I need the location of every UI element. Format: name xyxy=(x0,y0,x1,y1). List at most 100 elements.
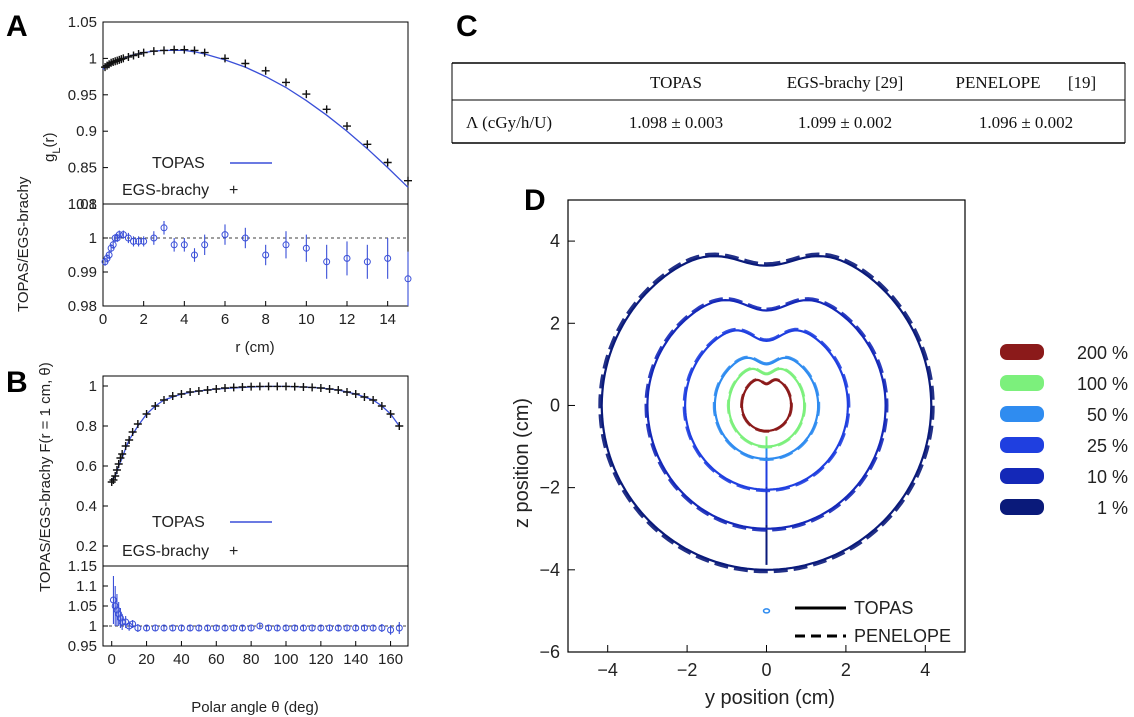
a-top-point xyxy=(124,52,133,61)
b-top-point xyxy=(121,442,130,450)
b-top-ytick-label: 0.8 xyxy=(76,418,97,435)
a-legend-egs-label: EGS-brachy xyxy=(122,182,209,199)
b-top-point xyxy=(325,385,334,393)
a-bottom-point xyxy=(103,254,111,262)
b-bottom-point xyxy=(221,624,229,632)
b-bottom-point xyxy=(134,624,142,632)
b-bottom-point xyxy=(177,624,185,632)
b-bottom-frame xyxy=(102,565,409,647)
a-bottom-point xyxy=(343,254,351,262)
b-top-point xyxy=(343,388,351,396)
b-top-point xyxy=(125,436,134,444)
d-contour-penelope-1 xyxy=(598,252,935,574)
b-top-point xyxy=(290,382,299,391)
a-top-marks xyxy=(101,45,412,188)
a-bottom-xtick-label: 0 xyxy=(99,311,107,328)
d-contour-topas-200 xyxy=(740,378,793,432)
d-legend-swatch xyxy=(1000,375,1044,391)
b-bottom-point xyxy=(326,624,334,632)
a-top-frame xyxy=(102,21,409,205)
b-bottom-xtick-label: 60 xyxy=(208,651,225,668)
b-bottom-point xyxy=(143,624,151,632)
table-header-topas: TOPAS xyxy=(650,73,702,92)
d-xtick-label: 0 xyxy=(761,660,771,680)
d-legend-label: 25 % xyxy=(1087,436,1128,456)
d-xtick-label: −4 xyxy=(597,660,618,680)
d-ytick-label: −2 xyxy=(539,478,560,498)
a-bottom-point xyxy=(101,258,109,266)
a-bottom-ticks: 1.01 1 0.99 0.980 2 4 6 8 10 12 14 xyxy=(68,196,396,328)
a-top-point xyxy=(221,54,229,63)
a-top-ytick-label: 0.9 xyxy=(76,123,97,140)
a-top-point xyxy=(363,140,372,149)
d-legend-label: 10 % xyxy=(1087,467,1128,487)
b-bottom-point xyxy=(151,624,159,632)
a-top-point xyxy=(241,59,250,68)
b-top-marks xyxy=(107,382,404,486)
a-top-point xyxy=(190,46,199,55)
a-bottom-point xyxy=(404,275,412,283)
b-bottom-marks xyxy=(103,576,408,635)
b-top-point xyxy=(238,383,247,391)
b-top-point xyxy=(168,392,177,400)
a-top-point xyxy=(404,176,412,185)
a-bottom-point xyxy=(107,244,115,252)
b-bottom-xtick-label: 20 xyxy=(138,651,155,668)
d-contour-topas-100 xyxy=(727,367,806,448)
b-bottom-xtick-label: 100 xyxy=(273,651,298,668)
a-bottom-xtick-label: 2 xyxy=(139,311,147,328)
table-value-penelope: 1.096 ± 0.002 xyxy=(979,113,1073,132)
d-ticks: −4 −2 0 2 4 4 2 0 −2 −4 −6 xyxy=(539,231,930,680)
a-top-ticks: 1.05 1 0.95 0.9 0.85 0.8 xyxy=(68,14,108,213)
b-bottom-ytick-label: 1.1 xyxy=(76,578,97,595)
a-bottom-point xyxy=(170,241,178,249)
a-top-point xyxy=(170,45,179,54)
d-contours xyxy=(598,252,935,614)
a-bottom-ytick-label: 1 xyxy=(89,230,97,247)
b-bottom-point xyxy=(169,624,177,632)
table-header-penelope: PENELOPE xyxy=(956,73,1041,92)
b-top-point xyxy=(151,402,160,410)
d-contour-topas-10 xyxy=(646,298,887,530)
d-frame xyxy=(567,199,966,653)
a-bottom-xtick-label: 4 xyxy=(180,311,188,328)
a-bottom-point xyxy=(124,234,132,242)
b-top-point xyxy=(247,382,256,391)
b-bottom-point xyxy=(160,624,168,632)
b-top-point xyxy=(369,396,378,404)
d-legend-swatch xyxy=(1000,468,1044,484)
table-value-egs: 1.099 ± 0.002 xyxy=(798,113,892,132)
b-bottom-point xyxy=(282,624,290,632)
b-top-point xyxy=(308,383,317,392)
a-top-point xyxy=(383,158,392,167)
a-bottom-point xyxy=(140,237,148,245)
b-legend-egs-marker: + xyxy=(229,543,238,560)
b-top-ytick-label: 0.4 xyxy=(76,498,97,515)
a-top-ytick-label: 1.05 xyxy=(68,14,97,31)
a-top-point xyxy=(139,48,148,57)
b-top-point xyxy=(351,390,360,398)
b-top-point xyxy=(299,383,308,391)
a-top-point xyxy=(119,54,128,63)
b-top-point xyxy=(212,385,221,393)
a-bottom-point xyxy=(105,251,113,259)
b-top-ytick-label: 0.6 xyxy=(76,458,97,475)
b-top-point xyxy=(316,384,325,392)
d-ytick-label: −4 xyxy=(539,560,560,580)
d-ytick-label: 4 xyxy=(550,231,560,251)
b-bottom-xtick-label: 40 xyxy=(173,651,190,668)
a-top-series-topas-line xyxy=(102,49,409,188)
d-ylabel: z position (cm) xyxy=(511,398,533,528)
a-bottom-point xyxy=(135,237,143,245)
a-top-point xyxy=(322,105,331,114)
b-bottom-point xyxy=(116,614,124,622)
d-legend-label: 200 % xyxy=(1077,343,1128,363)
a-bottom-point xyxy=(109,241,117,249)
b-bottom-xtick-label: 120 xyxy=(308,651,333,668)
panel-letter-c: C xyxy=(456,10,478,43)
b-bottom-ytick-label: 0.95 xyxy=(68,638,97,655)
b-bottom-xtick-label: 140 xyxy=(343,651,368,668)
b-bottom-point xyxy=(230,624,238,632)
b-top-ytick-label: 0.2 xyxy=(76,538,97,555)
